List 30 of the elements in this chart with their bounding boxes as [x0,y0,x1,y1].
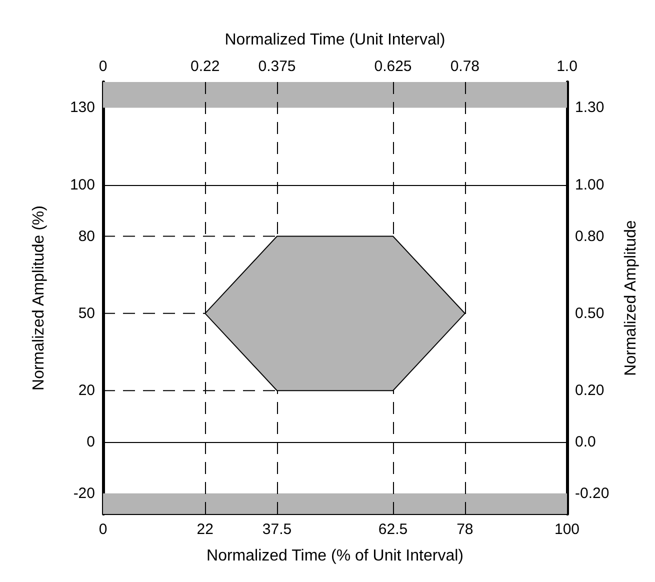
y-tick-label: -20 [73,484,95,502]
x-tick-label: 78 [456,521,474,538]
y2-tick-label: 0.20 [575,382,604,400]
y2-tick-label: 0.80 [575,228,604,245]
y-tick-label: 80 [78,228,95,245]
y-tick-label: 0 [86,434,95,450]
x-tick-label: 62.5 [378,521,408,538]
y-axis-title: Normalized Amplitude (%) [30,206,48,390]
x2-tick-label: 0.375 [258,58,296,75]
x2-tick-label: 1.0 [556,58,578,75]
y2-axis-title: Normalized Amplitude [622,220,640,376]
y2-tick-label: 1.00 [575,176,604,194]
y2-tick-label: 0.50 [575,304,604,322]
x-tick-label: 22 [196,521,214,538]
y2-tick-label: 1.30 [575,99,604,116]
x2-tick-label: 0 [98,58,108,75]
y2-tick-label: -0.20 [575,484,610,502]
x-tick-label: 100 [554,521,580,538]
x-tick-label: 37.5 [262,521,292,538]
y-tick-label: 100 [70,176,95,194]
y-tick-label: 50 [78,304,95,322]
x2-axis-title: Normalized Time (Unit Interval) [224,32,446,48]
x-axis-title: Normalized Time (% of Unit Interval) [206,548,464,564]
x-tick-label: 0 [98,521,108,538]
y-tick-label: 20 [78,382,95,400]
x2-tick-label: 0.625 [374,58,412,75]
x2-tick-label: 0.78 [450,58,480,75]
y-tick-label: 130 [70,99,95,116]
y2-tick-label: 0.0 [575,434,596,450]
x2-tick-label: 0.22 [190,58,220,75]
